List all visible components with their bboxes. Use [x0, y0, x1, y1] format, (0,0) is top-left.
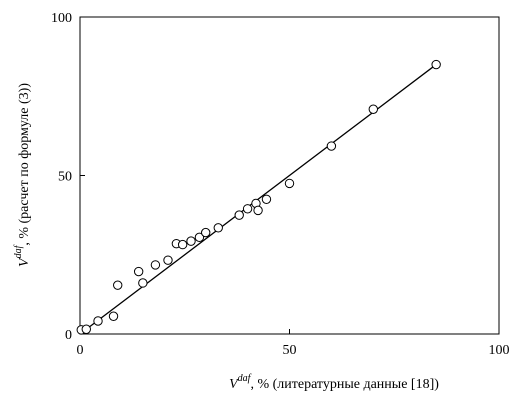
x-tick-label: 0 [77, 343, 84, 358]
x-tick-label: 100 [489, 343, 510, 358]
data-point [186, 236, 196, 246]
tick-labels: 0 50 100 0 50 100 [51, 11, 510, 358]
y-tick-label: 0 [65, 328, 72, 343]
data-point [108, 311, 119, 321]
data-point [201, 227, 211, 238]
data-point [138, 278, 148, 288]
data-point [81, 324, 91, 334]
data-point [177, 239, 188, 250]
data-point [234, 210, 244, 220]
data-point [253, 205, 263, 216]
data-point [213, 223, 223, 233]
data-points [76, 59, 441, 335]
data-point [284, 178, 295, 189]
data-point [113, 280, 123, 290]
data-point [368, 104, 378, 114]
data-point [326, 141, 337, 151]
data-point [431, 59, 441, 70]
data-point [133, 266, 144, 277]
data-point [163, 255, 173, 265]
data-point [194, 232, 205, 243]
data-point [150, 260, 161, 270]
x-tick-label: 50 [283, 343, 297, 358]
data-point [242, 204, 253, 214]
y-axis-title: Vdaf, % (расчет по формуле (3)) [13, 83, 32, 267]
y-tick-label: 100 [51, 11, 72, 26]
y-tick-label: 50 [58, 170, 72, 185]
x-axis-title: Vdaf, % (литературные данные [18]) [229, 373, 439, 392]
data-point [93, 316, 103, 326]
data-point [261, 194, 272, 204]
